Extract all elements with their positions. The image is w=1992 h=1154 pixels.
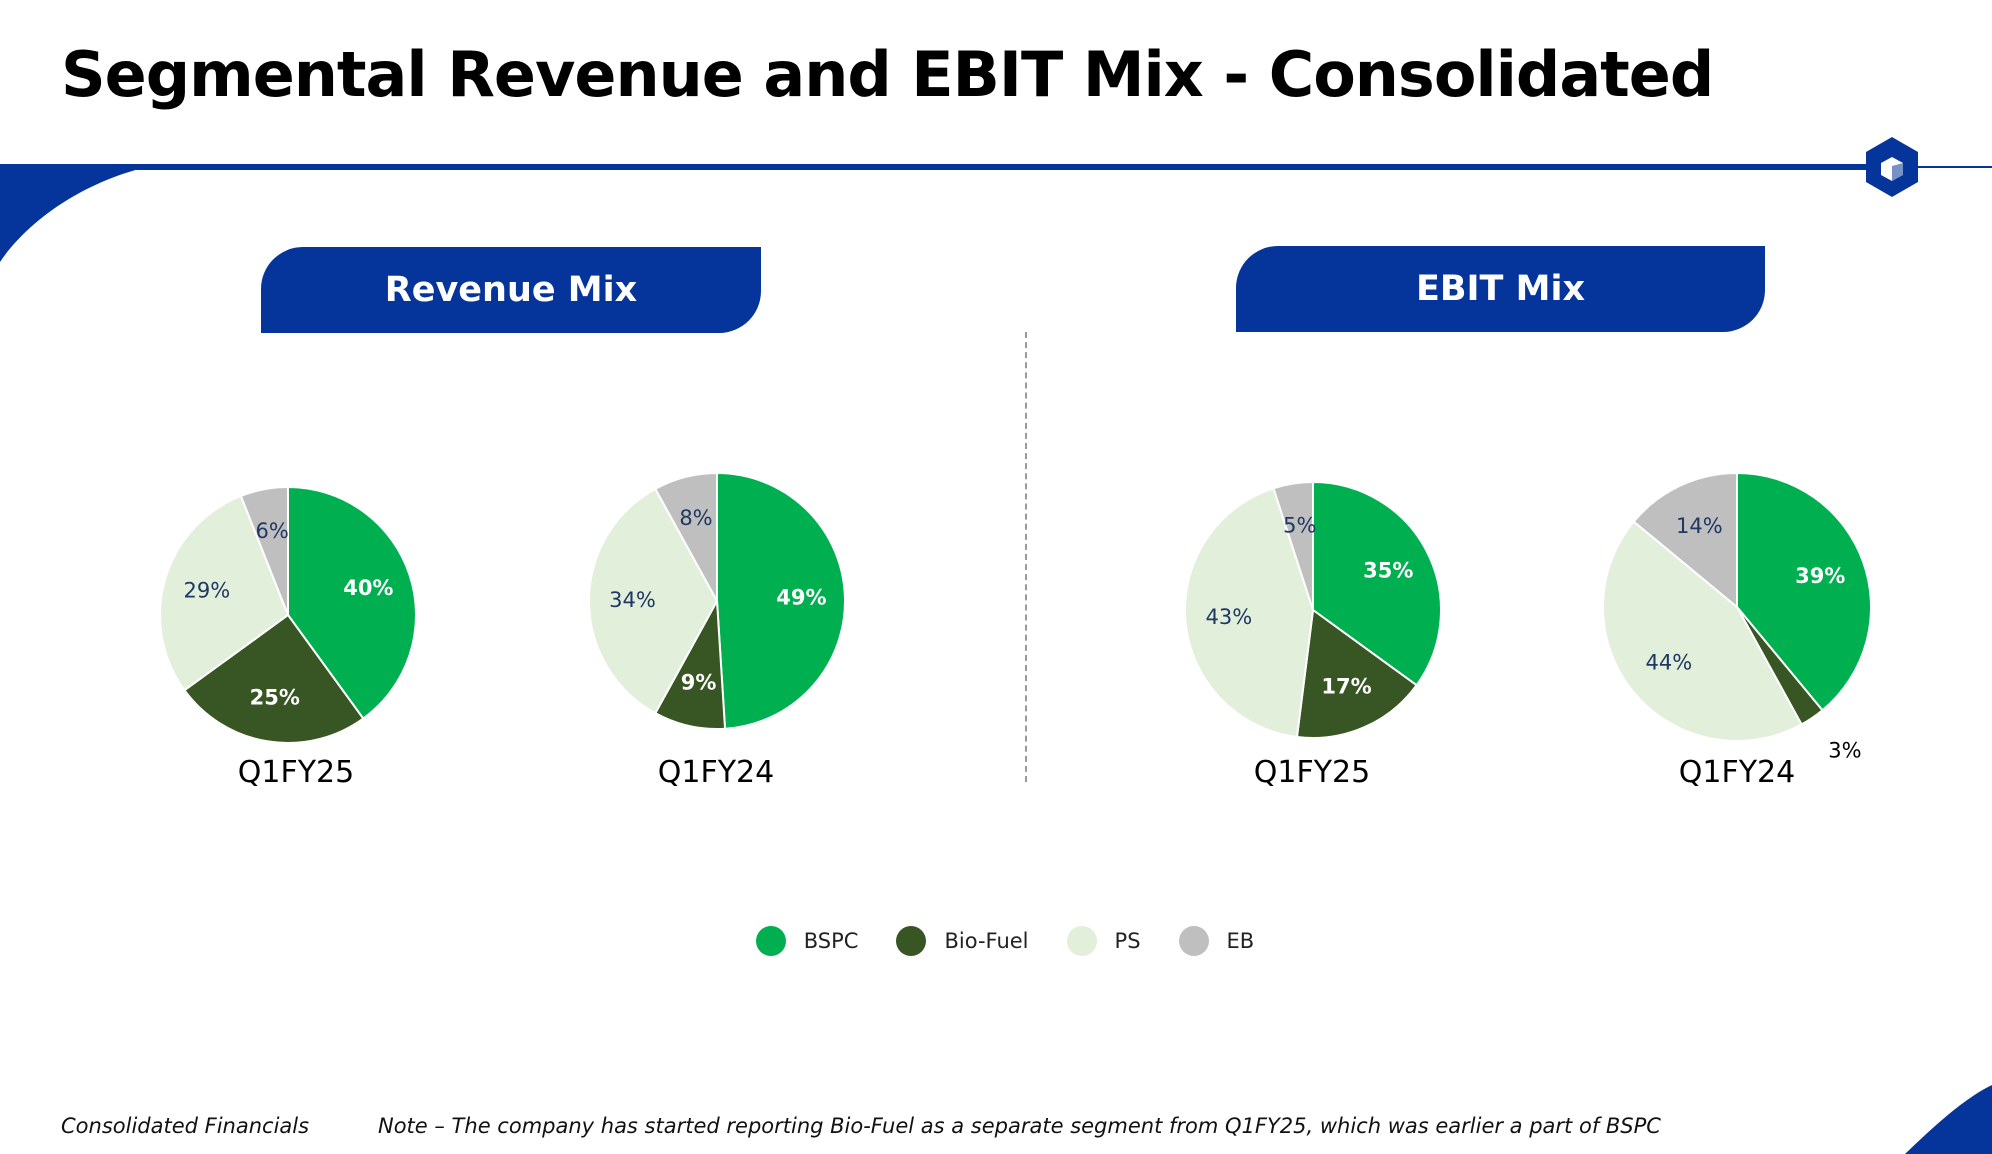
revenue-q1fy24-data-label-eb: 8% [679, 506, 712, 530]
revenue-q1fy25-slice-bio-fuel [183, 613, 365, 744]
ebit-q1fy25-data-label-ps: 43% [1206, 605, 1253, 629]
revenue-q1fy25-slice-ps [159, 494, 290, 692]
revenue-q1fy24-data-label-ps: 34% [609, 588, 656, 612]
page-title: Segmental Revenue and EBIT Mix - Consoli… [61, 38, 1714, 111]
revenue-q1fy24-slice-ps [588, 487, 719, 715]
bottom-right-swoosh [1905, 1085, 1992, 1154]
revenue-q1fy25-slice-eb [239, 485, 289, 616]
ebit-q1fy25-data-label-eb: 5% [1283, 514, 1316, 538]
header-rule [0, 164, 1880, 170]
ebit-q1fy24-data-label-bspc: 39% [1795, 564, 1845, 588]
revenue-q1fy25-data-label-eb: 6% [256, 519, 289, 543]
legend-label-bspc: BSPC [803, 929, 859, 953]
ebit-q1fy25-data-label-bspc: 35% [1363, 559, 1413, 583]
revenue-q1fy24-slice-bspc [716, 471, 846, 730]
revenue-q1fy25-data-label-ps: 29% [184, 578, 231, 602]
legend-label-ps: PS [1114, 929, 1141, 953]
ebit-q1fy24-slice-eb [1632, 471, 1738, 610]
ebit-q1fy25-slice-bspc [1312, 480, 1442, 687]
ebit-q1fy25-slice-eb [1272, 480, 1314, 611]
revenue-q1fy25-label: Q1FY25 [237, 755, 355, 790]
legend-item-ps: PS [1066, 926, 1141, 956]
ebit-q1fy24-data-label-bio-fuel: 3% [1828, 738, 1861, 762]
legend-swatch-bio-fuel [896, 926, 927, 956]
revenue-q1fy24-data-label-bspc: 49% [776, 585, 826, 609]
ebit-q1fy25-data-label-bio-fuel: 17% [1321, 675, 1371, 699]
ebit-q1fy24-data-label-ps: 44% [1646, 650, 1693, 674]
legend-item-bspc: BSPC [755, 926, 859, 956]
footer-note: Note – The company has started reporting… [378, 1114, 1661, 1138]
header-rule-thin [1915, 166, 1992, 168]
legend-swatch-ps [1066, 926, 1097, 956]
ebit-q1fy24-slice-ps [1602, 520, 1803, 742]
company-logo-icon [1866, 137, 1918, 197]
ebit-q1fy25-label: Q1FY25 [1253, 755, 1371, 790]
ebit-q1fy24-label: Q1FY24 [1678, 755, 1796, 790]
revenue-q1fy24-data-label-bio-fuel: 9% [681, 670, 717, 694]
ebit-mix-header: EBIT Mix [1236, 246, 1765, 332]
ebit-q1fy25-slice-bio-fuel [1295, 608, 1418, 739]
legend-swatch-eb [1178, 926, 1209, 956]
ebit-q1fy24-data-label-eb: 14% [1676, 514, 1723, 538]
ebit-q1fy25-slice-ps [1184, 487, 1315, 739]
revenue-mix-header: Revenue Mix [261, 247, 761, 333]
revenue-q1fy25-data-label-bio-fuel: 25% [250, 685, 300, 709]
revenue-q1fy25-data-label-bspc: 40% [343, 576, 393, 600]
revenue-q1fy24-slice-eb [653, 471, 718, 602]
legend-item-eb: EB [1178, 926, 1255, 956]
legend-swatch-bspc [755, 926, 786, 956]
footer-source: Consolidated Financials [61, 1114, 310, 1138]
revenue-q1fy25-slice-bspc [287, 485, 417, 720]
revenue-q1fy24-label: Q1FY24 [657, 755, 775, 790]
ebit-q1fy24-slice-bspc [1736, 471, 1872, 712]
top-left-swoosh [0, 164, 160, 262]
legend-label-eb: EB [1226, 929, 1255, 953]
chart-legend: BSPC Bio-Fuel PS EB [0, 926, 1992, 956]
panel-divider [1025, 332, 1027, 782]
legend-item-bio-fuel: Bio-Fuel [896, 926, 1029, 956]
legend-label-bio-fuel: Bio-Fuel [944, 929, 1029, 953]
